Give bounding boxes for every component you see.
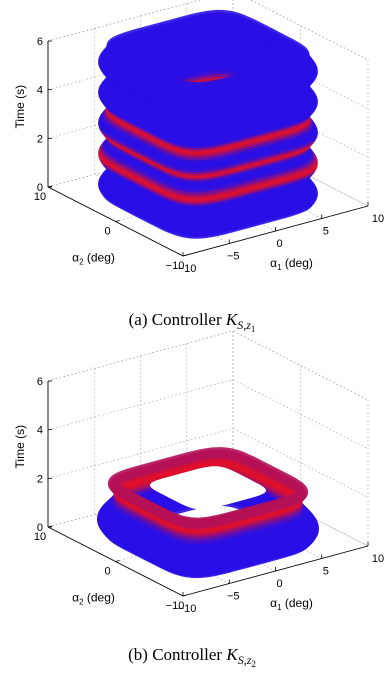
x-tick-label: 10 bbox=[372, 213, 384, 225]
z-axis-label: Time (s) bbox=[13, 85, 27, 129]
surface-opening bbox=[150, 466, 266, 510]
z-tick-label: 6 bbox=[37, 36, 43, 48]
z-tick-label: 2 bbox=[37, 133, 43, 145]
z-tick-label: 0 bbox=[37, 522, 43, 534]
y-tick-label: 10 bbox=[34, 191, 46, 203]
x-tick-label: −10 bbox=[178, 603, 197, 615]
y-tick-label: 0 bbox=[104, 566, 110, 578]
y-tick-label: −10 bbox=[166, 600, 185, 612]
z-tick-label: 0 bbox=[37, 182, 43, 194]
x-tick-label: 0 bbox=[276, 238, 282, 250]
y-tick-label: −10 bbox=[166, 260, 185, 272]
x-tick-label: 10 bbox=[372, 553, 384, 565]
x-tick-label: 0 bbox=[276, 578, 282, 590]
x-tick-label: 5 bbox=[323, 226, 329, 238]
trajectory-ring bbox=[107, 447, 309, 529]
caption: (a) Controller KS,z1 bbox=[129, 310, 256, 334]
y-axis-label: α2 (deg) bbox=[72, 591, 115, 607]
z-tick-label: 6 bbox=[37, 376, 43, 388]
caption: (b) Controller KS,z2 bbox=[128, 645, 256, 669]
x-tick-label: −5 bbox=[227, 591, 240, 603]
trajectory-ring bbox=[106, 9, 310, 92]
y-tick-label: 10 bbox=[34, 531, 46, 543]
y-axis-label: α2 (deg) bbox=[72, 251, 115, 267]
x-axis-label: α1 (deg) bbox=[270, 256, 313, 272]
y-tick-label: 0 bbox=[104, 226, 110, 238]
z-tick-label: 4 bbox=[37, 425, 43, 437]
z-axis-label: Time (s) bbox=[13, 425, 27, 469]
surface bbox=[97, 447, 319, 579]
surface bbox=[98, 9, 318, 239]
x-axis-label: α1 (deg) bbox=[270, 596, 313, 612]
x-tick-label: −5 bbox=[227, 251, 240, 263]
x-tick-label: −10 bbox=[178, 263, 197, 275]
z-tick-label: 2 bbox=[37, 473, 43, 485]
x-tick-label: 5 bbox=[323, 566, 329, 578]
z-tick-label: 4 bbox=[37, 85, 43, 97]
